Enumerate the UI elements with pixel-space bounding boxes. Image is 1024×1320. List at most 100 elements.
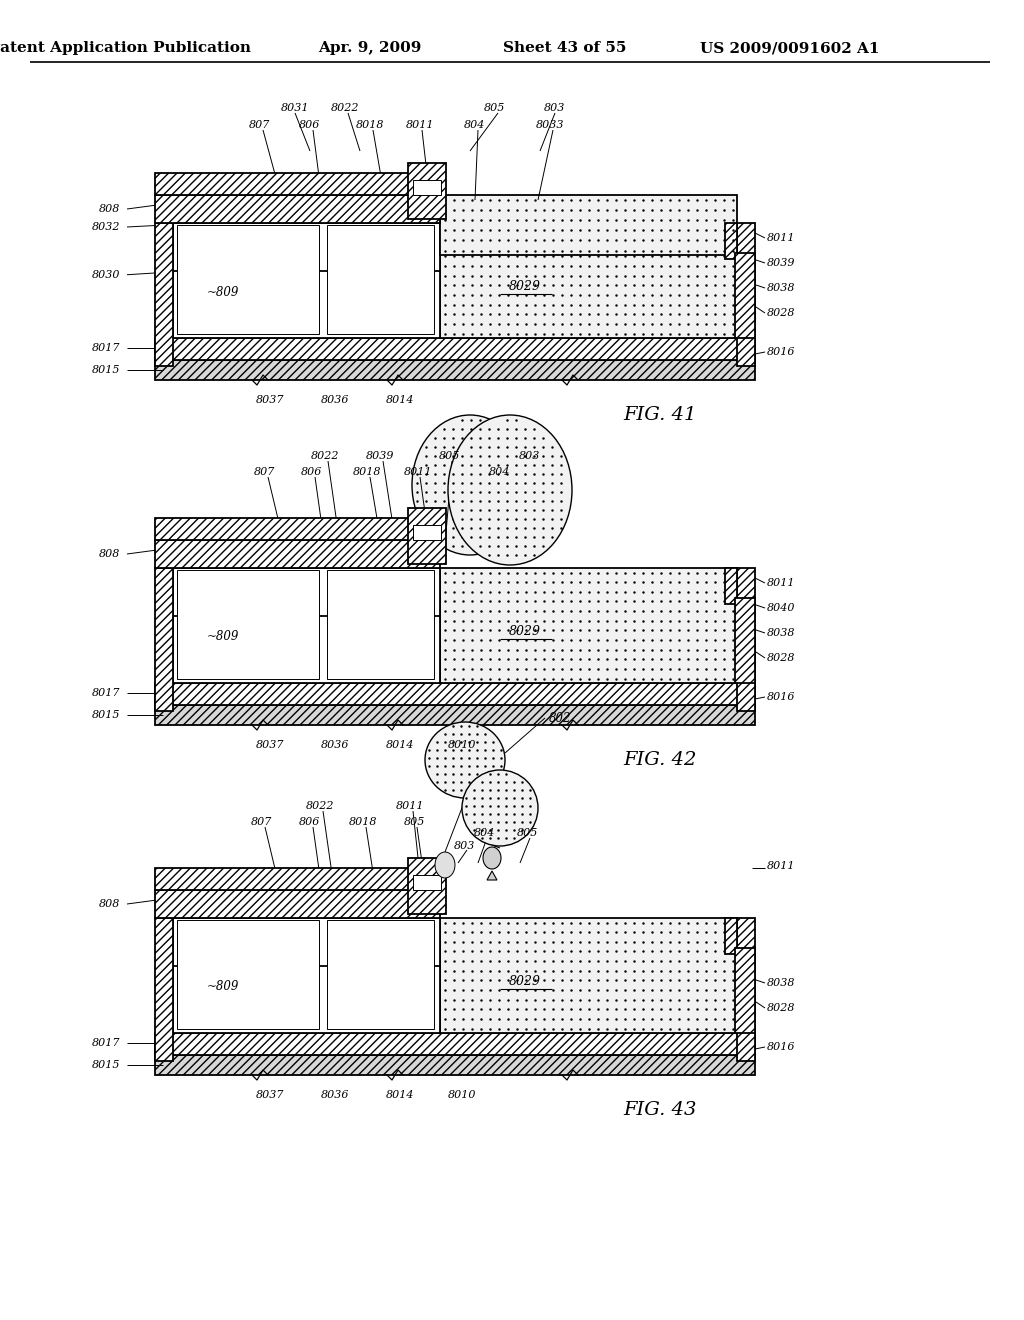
Bar <box>737 917 755 1061</box>
Bar <box>173 568 440 682</box>
Text: Sheet 43 of 55: Sheet 43 of 55 <box>504 41 627 55</box>
Text: 8032: 8032 <box>91 222 120 232</box>
Text: 8022: 8022 <box>310 451 339 461</box>
Text: 808: 808 <box>98 899 120 909</box>
Bar <box>155 917 173 1061</box>
Bar <box>155 360 755 380</box>
Text: 804: 804 <box>489 467 511 477</box>
Text: 803: 803 <box>545 103 565 114</box>
Bar <box>725 917 737 954</box>
Text: 8029: 8029 <box>509 624 541 638</box>
Bar <box>155 195 440 223</box>
Bar <box>735 948 755 1034</box>
Ellipse shape <box>425 722 505 799</box>
Text: 8039: 8039 <box>366 451 394 461</box>
Bar <box>413 525 441 540</box>
Text: ~809: ~809 <box>207 631 240 644</box>
Text: 8014: 8014 <box>386 395 415 405</box>
Polygon shape <box>483 847 501 869</box>
Text: 8016: 8016 <box>767 347 796 356</box>
Bar <box>155 682 755 705</box>
Text: 804: 804 <box>464 120 485 129</box>
Text: 808: 808 <box>98 549 120 558</box>
Text: 8037: 8037 <box>256 1090 285 1100</box>
Ellipse shape <box>412 414 528 554</box>
Text: 8014: 8014 <box>386 1090 415 1100</box>
Text: 8017: 8017 <box>91 688 120 698</box>
Bar <box>173 917 440 1034</box>
Ellipse shape <box>462 770 538 846</box>
Text: 8016: 8016 <box>767 1041 796 1052</box>
Text: 8033: 8033 <box>536 120 564 129</box>
Text: 8038: 8038 <box>767 978 796 987</box>
Bar <box>328 570 434 678</box>
Bar <box>737 568 755 711</box>
Bar <box>155 517 440 540</box>
Bar <box>155 890 440 917</box>
Text: 8040: 8040 <box>767 603 796 612</box>
Text: 8038: 8038 <box>767 282 796 293</box>
Text: 803: 803 <box>519 451 541 461</box>
Bar <box>155 568 173 711</box>
Text: 806: 806 <box>301 467 323 477</box>
Bar <box>155 1055 755 1074</box>
Bar <box>440 195 737 255</box>
Bar <box>725 223 737 259</box>
Text: 8037: 8037 <box>256 395 285 405</box>
Text: 8011: 8011 <box>406 120 434 129</box>
Text: 806: 806 <box>299 120 321 129</box>
Text: FIG. 42: FIG. 42 <box>624 751 696 770</box>
Text: 807: 807 <box>254 467 275 477</box>
Bar <box>408 858 446 913</box>
Text: FIG. 43: FIG. 43 <box>624 1101 696 1119</box>
Text: 805: 805 <box>439 451 461 461</box>
Text: 803: 803 <box>455 841 476 851</box>
Polygon shape <box>435 851 455 878</box>
Bar <box>408 162 446 219</box>
Text: 808: 808 <box>98 205 120 214</box>
Text: 8011: 8011 <box>767 861 796 871</box>
Text: 8017: 8017 <box>91 1038 120 1048</box>
Bar <box>440 568 737 682</box>
Bar <box>155 540 440 568</box>
Bar <box>413 875 441 890</box>
Ellipse shape <box>449 414 572 565</box>
Text: 805: 805 <box>484 103 506 114</box>
Bar <box>155 705 755 725</box>
Bar <box>440 917 737 1034</box>
Bar <box>177 570 319 678</box>
Text: 8038: 8038 <box>767 628 796 638</box>
Text: 807: 807 <box>251 817 272 828</box>
Text: 8018: 8018 <box>349 817 377 828</box>
Text: 8037: 8037 <box>256 741 285 750</box>
Bar <box>155 1034 755 1055</box>
Text: Patent Application Publication: Patent Application Publication <box>0 41 251 55</box>
Bar <box>177 920 319 1030</box>
Text: 8015: 8015 <box>91 710 120 719</box>
Text: 8015: 8015 <box>91 1060 120 1071</box>
Text: 807: 807 <box>249 120 270 129</box>
Text: 8010: 8010 <box>447 1090 476 1100</box>
Text: 8022: 8022 <box>331 103 359 114</box>
Text: 8030: 8030 <box>91 269 120 280</box>
Text: 8016: 8016 <box>767 692 796 702</box>
Text: 8028: 8028 <box>767 308 796 318</box>
Text: 8029: 8029 <box>509 280 541 293</box>
Bar <box>155 869 440 890</box>
Text: 8028: 8028 <box>767 1003 796 1012</box>
Bar <box>177 224 319 334</box>
Text: 8022: 8022 <box>306 801 334 810</box>
Text: 8031: 8031 <box>281 103 309 114</box>
Text: 8010: 8010 <box>447 741 476 750</box>
Text: 8028: 8028 <box>767 653 796 663</box>
Text: Apr. 9, 2009: Apr. 9, 2009 <box>318 41 422 55</box>
Polygon shape <box>487 871 497 880</box>
Bar <box>328 224 434 334</box>
Text: 8036: 8036 <box>321 741 349 750</box>
Bar <box>413 180 441 195</box>
Bar <box>737 223 755 366</box>
Text: 8018: 8018 <box>355 120 384 129</box>
Text: ~809: ~809 <box>207 285 240 298</box>
Text: 8014: 8014 <box>386 741 415 750</box>
Text: 806: 806 <box>299 817 321 828</box>
